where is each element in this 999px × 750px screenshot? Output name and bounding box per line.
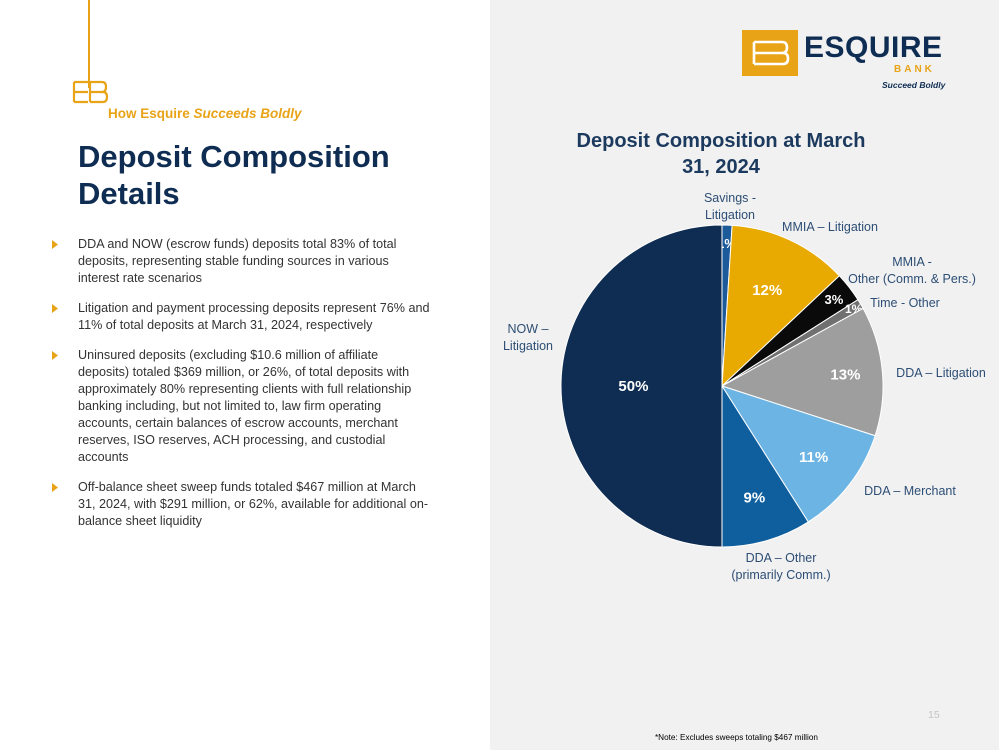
pie-slice bbox=[720, 385, 876, 523]
bullet-item: Uninsured deposits (excluding $10.6 mill… bbox=[52, 347, 432, 466]
pie-data-label: 11% bbox=[799, 449, 828, 466]
pie-slice bbox=[720, 307, 884, 437]
pie-data-label: 9% bbox=[743, 489, 765, 506]
bullet-item: DDA and NOW (escrow funds) deposits tota… bbox=[52, 236, 432, 287]
kicker-bold: How Esquire bbox=[108, 106, 194, 121]
kicker-italic: Succeeds Boldly bbox=[193, 106, 302, 121]
pie-category-label: DDA – Other (primarily Comm.) bbox=[731, 551, 830, 582]
pie-slice bbox=[721, 224, 841, 388]
pie-category-label: MMIA – Litigation bbox=[782, 220, 878, 234]
pie-category-label: MMIA -Other (Comm. & Pers.) bbox=[848, 255, 976, 286]
bullet-item: Off-balance sheet sweep funds totaled $4… bbox=[52, 479, 432, 530]
gold-chevron-bullet-icon bbox=[52, 240, 58, 249]
page-number: 15 bbox=[928, 709, 940, 721]
bullet-text: DDA and NOW (escrow funds) deposits tota… bbox=[78, 237, 397, 285]
bullet-text: Off-balance sheet sweep funds totaled $4… bbox=[78, 480, 429, 528]
chart-title: Deposit Composition at March 31, 2024 bbox=[576, 130, 866, 178]
logo-subtitle: BANK bbox=[894, 64, 935, 75]
pie-data-label: 3% bbox=[825, 292, 844, 307]
logo-mark bbox=[742, 30, 798, 76]
pie-slice bbox=[721, 384, 809, 548]
bullet-item: Litigation and payment processing deposi… bbox=[52, 300, 432, 334]
pie-category-label: NOW – Litigation bbox=[503, 322, 553, 353]
pie-category-label: Savings -Litigation bbox=[704, 191, 756, 222]
gold-chevron-bullet-icon bbox=[52, 483, 58, 492]
eb-monogram-icon bbox=[752, 40, 790, 66]
eb-monogram-icon bbox=[72, 80, 108, 104]
esquire-bank-logo: ESQUIRE BANK Succeed Boldly bbox=[742, 30, 946, 92]
pie-data-label: 12% bbox=[752, 282, 782, 299]
bullet-text: Litigation and payment processing deposi… bbox=[78, 301, 430, 332]
pie-category-label: DDA – Merchant bbox=[864, 484, 956, 498]
gold-chevron-bullet-icon bbox=[52, 351, 58, 360]
bullet-list: DDA and NOW (escrow funds) deposits tota… bbox=[52, 236, 432, 543]
pie-data-label: 50% bbox=[618, 378, 648, 395]
pie-data-label: 13% bbox=[830, 366, 860, 383]
pie-category-label: DDA – Litigation bbox=[896, 366, 986, 380]
page-title: Deposit Composition Details bbox=[78, 139, 390, 211]
logo-tagline: Succeed Boldly bbox=[882, 80, 946, 90]
section-kicker: How Esquire Succeeds Boldly bbox=[108, 106, 302, 121]
gold-chevron-bullet-icon bbox=[52, 304, 58, 313]
pie-slice bbox=[560, 224, 723, 548]
footnote: *Note: Excludes sweeps totaling $467 mil… bbox=[655, 733, 818, 742]
logo-name: ESQUIRE bbox=[804, 31, 943, 64]
bullet-text: Uninsured deposits (excluding $10.6 mill… bbox=[78, 348, 412, 464]
gold-divider-line bbox=[88, 0, 90, 88]
left-panel bbox=[0, 0, 490, 750]
pie-category-label: Time - Other bbox=[870, 296, 940, 310]
pie-chart: 1%12%3%1%13%11%9%50%Savings -LitigationM… bbox=[503, 191, 986, 582]
